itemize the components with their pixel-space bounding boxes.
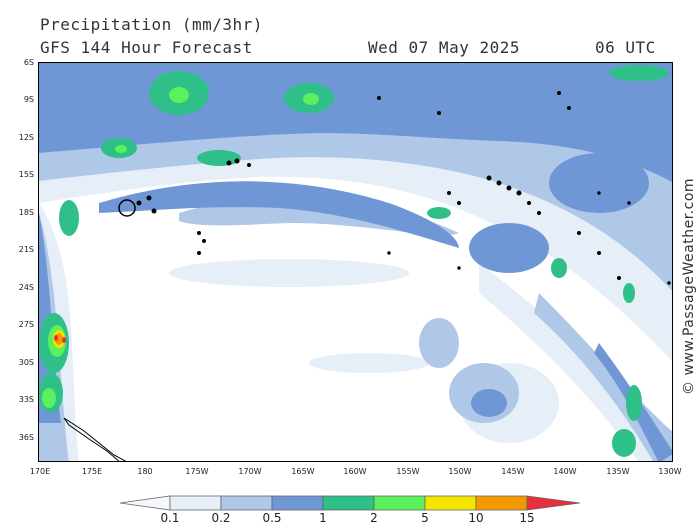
lat-label: 27S [18, 320, 34, 329]
legend-swatch [424, 495, 477, 511]
lon-label: 155W [396, 467, 420, 476]
precipitation-map [38, 62, 673, 462]
lat-label: 6S [23, 58, 34, 67]
legend-label: 0.2 [211, 511, 231, 525]
legend-label: 15 [519, 511, 535, 525]
lon-label: 130W [658, 467, 682, 476]
legend-swatch [526, 495, 581, 511]
lon-label: 160W [343, 467, 367, 476]
lon-label: 135W [606, 467, 630, 476]
lat-label: 33S [18, 395, 34, 404]
lon-label: 175W [185, 467, 209, 476]
lon-label: 145W [501, 467, 525, 476]
lon-label: 140W [553, 467, 577, 476]
lon-label: 180 [137, 467, 153, 476]
legend-label: 2 [370, 511, 378, 525]
legend-swatch [119, 495, 171, 511]
lon-label: 170W [238, 467, 262, 476]
forecast-subtitle: GFS 144 Hour Forecast [40, 38, 253, 57]
forecast-date: Wed 07 May 2025 [368, 38, 520, 57]
rain-band-15 [54, 335, 66, 343]
lat-label: 36S [18, 433, 34, 442]
land-islands [63, 91, 671, 461]
lat-label: 30S [18, 358, 34, 367]
legend-swatch [271, 495, 324, 511]
legend-label: 0.1 [160, 511, 180, 525]
legend-swatch [169, 495, 222, 511]
legend-label: 10 [468, 511, 484, 525]
lon-label: 175E [81, 467, 103, 476]
lon-label: 170E [29, 467, 51, 476]
legend-swatch [373, 495, 426, 511]
lat-label: 15S [18, 170, 34, 179]
legend-swatch [322, 495, 375, 511]
legend-label: 5 [421, 511, 429, 525]
legend-colorbar [119, 495, 581, 511]
lat-label: 21S [18, 245, 34, 254]
lat-label: 9S [23, 95, 34, 104]
legend-swatch [475, 495, 528, 511]
lat-label: 18S [18, 208, 34, 217]
watermark-text: © www.PassageWeather.com [681, 177, 697, 395]
lon-label: 150W [448, 467, 472, 476]
lat-label: 24S [18, 283, 34, 292]
forecast-time: 06 UTC [595, 38, 656, 57]
precipitation-field [39, 63, 672, 461]
map-title: Precipitation (mm/3hr) [40, 15, 263, 34]
legend-swatch [220, 495, 273, 511]
lat-label: 12S [18, 133, 34, 142]
lon-label: 165W [291, 467, 315, 476]
legend-label: 0.5 [262, 511, 282, 525]
legend-label: 1 [319, 511, 327, 525]
